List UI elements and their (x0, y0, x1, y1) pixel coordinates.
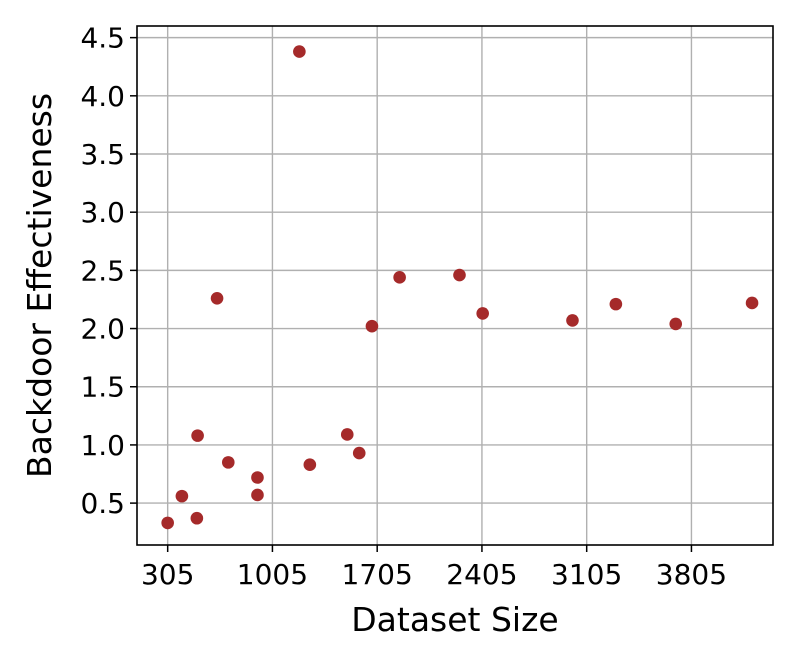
y-tick-label: 3.5 (80, 138, 125, 171)
x-tick-label: 1705 (342, 558, 413, 591)
data-point (365, 319, 379, 333)
x-tick-label: 3805 (656, 558, 727, 591)
data-point (190, 511, 204, 525)
data-point (221, 456, 235, 469)
data-point (191, 429, 204, 442)
data-point (251, 488, 264, 502)
y-tick-label: 2.5 (80, 254, 125, 287)
data-point (669, 317, 683, 331)
data-point (476, 307, 489, 320)
data-point (340, 428, 354, 441)
grid (137, 26, 773, 545)
data-point (175, 489, 189, 503)
x-tick-label: 2405 (446, 558, 517, 591)
data-point (393, 271, 406, 284)
y-tick-label: 4.5 (80, 22, 125, 55)
data-point (293, 45, 306, 58)
data-point (453, 268, 466, 282)
y-tick-label: 3.0 (80, 196, 125, 229)
x-tick-label: 1005 (237, 558, 308, 591)
data-point (745, 296, 759, 310)
tick-marks (130, 36, 693, 552)
data-point (161, 516, 174, 530)
x-tick-labels: 305 1005 1705 2405 3105 3805 (141, 558, 727, 591)
data-point (303, 458, 317, 472)
x-tick-label: 3105 (551, 558, 622, 591)
y-tick-label: 2.0 (80, 313, 125, 346)
y-tick-label: 4.0 (80, 80, 125, 113)
x-tick-label: 305 (141, 558, 194, 591)
y-tick-label: 1.0 (80, 429, 125, 462)
y-axis-title: Backdoor Effectiveness (20, 93, 59, 478)
data-point (609, 297, 623, 311)
data-point (210, 292, 224, 305)
plot-frame (136, 25, 774, 546)
data-points (161, 45, 759, 530)
data-point (251, 471, 264, 484)
y-tick-label: 1.5 (80, 371, 125, 404)
data-point (352, 446, 366, 460)
y-tick-labels: 0.5 1.0 1.5 2.0 2.5 3.0 3.5 4.0 4.5 (80, 22, 125, 520)
x-axis-title: Dataset Size (351, 600, 558, 639)
data-point (566, 314, 579, 327)
y-tick-label: 0.5 (80, 487, 125, 520)
